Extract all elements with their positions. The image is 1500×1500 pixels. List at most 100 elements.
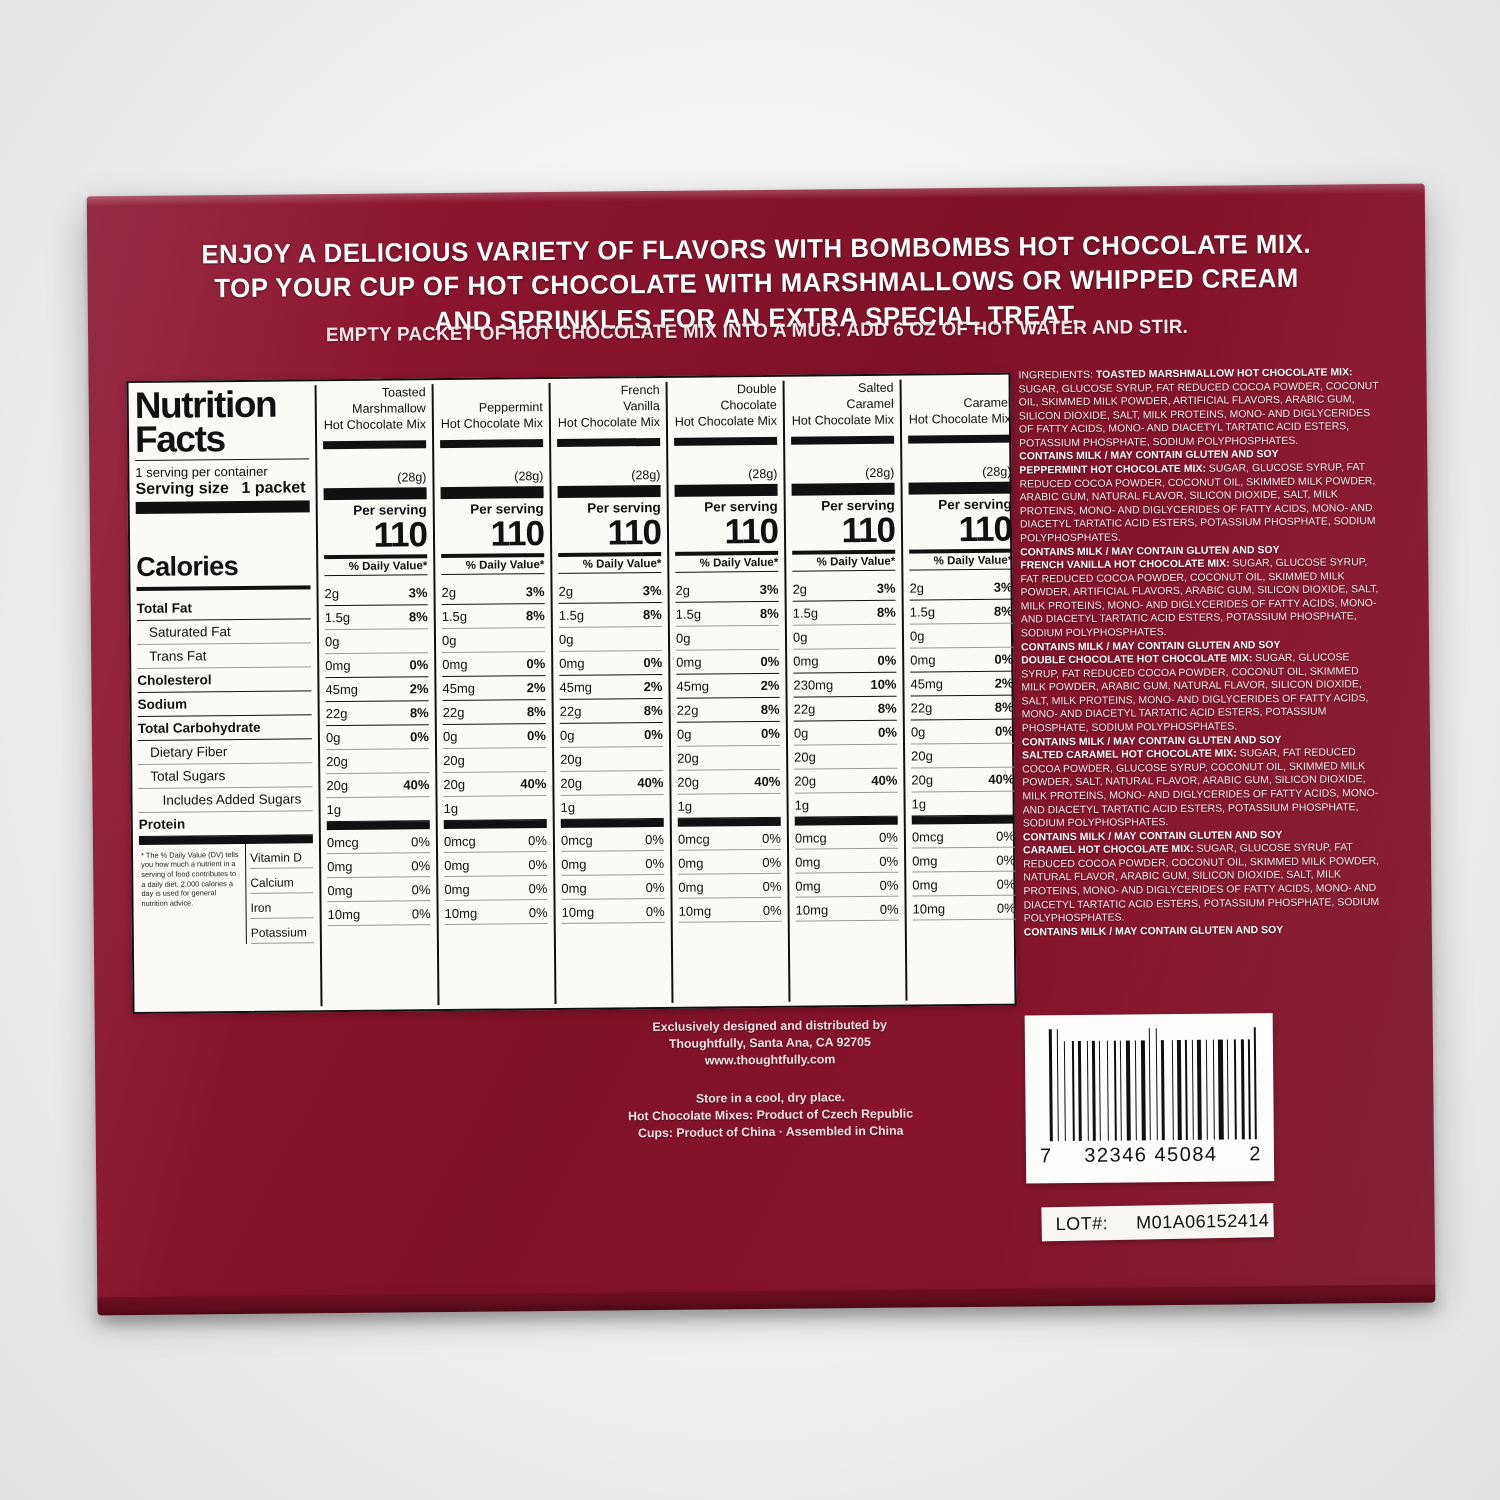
vitamin-amount: 10mg xyxy=(912,901,946,917)
nutrient-daily-value: 8% xyxy=(643,702,663,719)
nutrient-label-row: Sodium xyxy=(137,691,312,717)
barcode-bar xyxy=(1189,1040,1191,1140)
vitamin-daily-value: 0% xyxy=(411,834,431,850)
nutrient-amount: 1g xyxy=(911,796,927,812)
barcode-right-digit: 2 xyxy=(1249,1142,1263,1165)
nutrient-daily-value: 8% xyxy=(409,705,429,721)
nutrient-amount: 0g xyxy=(675,630,691,646)
ingredient-block: INGREDIENTS: TOASTED MARSHMALLOW HOT CHO… xyxy=(1018,366,1379,451)
barcode-bar xyxy=(1054,1029,1056,1141)
nutrient-value-row: 45mg 2% xyxy=(676,673,780,699)
nutrient-daily-value: 8% xyxy=(408,609,428,625)
vitamin-amount: 0mcg xyxy=(326,834,359,851)
barcode-bar xyxy=(1083,1041,1086,1141)
vitamin-value-row: 0mcg 0% xyxy=(443,828,548,854)
barcode-bar xyxy=(1215,1040,1217,1140)
barcode-bar xyxy=(1158,1028,1160,1140)
vitamin-label-row: Iron xyxy=(250,893,314,919)
vitamin-daily-value: 0% xyxy=(762,878,782,894)
nutrient-amount: 45mg xyxy=(676,678,710,694)
nutrient-amount: 45mg xyxy=(559,679,593,695)
nutrient-amount: 1.5g xyxy=(558,607,585,623)
vitamin-amount: 0mg xyxy=(327,858,353,875)
nutrient-amount: 20g xyxy=(443,752,465,769)
vitamin-value-row: 0mg 0% xyxy=(561,874,665,900)
nutrient-value-row: 0g 0% xyxy=(442,724,547,750)
nutrient-daily-value: 3% xyxy=(993,579,1013,595)
nutrient-label: Sodium xyxy=(137,696,188,713)
calories-value: 110 xyxy=(958,509,1013,550)
barcode-bar xyxy=(1177,1039,1182,1141)
nutrient-amount: 22g xyxy=(442,704,465,721)
vitamin-value-row: 0mg 0% xyxy=(327,853,431,879)
barcode-bar xyxy=(1063,1041,1066,1142)
flavor-name-line: Marshmallow xyxy=(352,401,426,416)
nutrient-value-row: 2g 3% xyxy=(909,575,1013,601)
nutrient-daily-value: 8% xyxy=(759,605,779,622)
barcode-bar xyxy=(1246,1039,1248,1139)
nutrient-daily-value: 0% xyxy=(410,729,430,745)
flavor-name-line: Peppermint xyxy=(478,400,543,415)
vitamin-value-row: 0mg 0% xyxy=(444,852,548,878)
nutrient-label-row: Trans Fat xyxy=(137,643,312,669)
ingredient-heading: FRENCH VANILLA HOT CHOCOLATE MIX: xyxy=(1020,558,1230,572)
nutrient-amount: 20g xyxy=(677,750,699,766)
vitamin-label: Vitamin D xyxy=(250,850,302,865)
vitamin-value-row: 0mg 0% xyxy=(678,873,782,899)
nutrient-value-row: 2g 3% xyxy=(324,581,428,607)
vitamin-label-row: Potassium xyxy=(250,918,314,944)
barcode-bar xyxy=(1161,1040,1165,1141)
vitamin-daily-value: 0% xyxy=(996,900,1016,916)
nutrient-label-list: Total Fat Saturated Fat Trans Fat Cholester… xyxy=(136,595,313,837)
daily-value-header: % Daily Value* xyxy=(465,559,545,572)
barcode-bar xyxy=(1171,1040,1174,1141)
ingredients-prefix: INGREDIENTS: xyxy=(1018,369,1096,382)
nutrient-amount: 0mg xyxy=(559,655,585,671)
vitamin-daily-value: 0% xyxy=(879,901,899,917)
nutrient-daily-value: 0% xyxy=(761,725,780,741)
vitamin-amount: 0mcg xyxy=(794,830,827,846)
vitamin-daily-value: 0% xyxy=(645,903,665,920)
vitamin-amount: 0mcg xyxy=(443,833,476,850)
vitamin-daily-value: 0% xyxy=(645,855,665,872)
barcode-digits: 7 32346 45084 2 xyxy=(1036,1143,1266,1167)
calories-value: 110 xyxy=(490,514,545,554)
nutrient-amount: 22g xyxy=(325,705,348,722)
ingredient-heading: PEPPERMINT HOT CHOCOLATE MIX: xyxy=(1019,463,1207,477)
nutrient-amount: 0g xyxy=(324,634,340,650)
nutrient-label-row: Protein xyxy=(138,811,313,837)
vitamin-daily-value: 0% xyxy=(528,857,548,873)
nutrient-value-row: 20g xyxy=(443,748,547,774)
nutrient-value-row: 0mg 0% xyxy=(676,649,780,675)
nutrient-amount: 1.5g xyxy=(675,606,702,622)
nutrient-label: Includes Added Sugars xyxy=(162,791,302,809)
vitamin-value-row: 10mg 0% xyxy=(912,895,1016,921)
barcode-bar xyxy=(1146,1040,1148,1140)
nutrient-label: Total Fat xyxy=(136,600,193,617)
lot-value: M01A06152414 xyxy=(1135,1209,1270,1233)
calories-value: 110 xyxy=(724,511,779,552)
nutrient-value-row: 20g xyxy=(911,743,1015,769)
vitamin-label-row: Vitamin D xyxy=(249,843,314,869)
nutrient-label-row: Dietary Fiber xyxy=(137,739,313,765)
nutrient-daily-value: 0% xyxy=(760,653,780,670)
nutrient-label: Total Sugars xyxy=(150,768,226,785)
nutrient-label: Total Carbohydrate xyxy=(137,720,261,737)
vitamin-amount: 0mcg xyxy=(911,829,944,845)
vitamin-daily-value: 0% xyxy=(762,854,782,870)
serving-size-value: 1 packet xyxy=(241,479,306,497)
nutrient-value-row: 22g 8% xyxy=(559,698,663,724)
nutrient-label: Dietary Fiber xyxy=(149,744,228,761)
nutrient-amount: 0g xyxy=(325,730,341,746)
nutrient-value-row: 2g 3% xyxy=(558,578,662,604)
nutrient-label-row: Total Sugars xyxy=(138,763,313,789)
column-rule xyxy=(557,484,661,498)
nutrient-value-row: 20g xyxy=(326,749,430,775)
flavor-name-line: Caramel xyxy=(846,396,894,412)
nutrient-value-row: 1g xyxy=(560,794,664,820)
vitamin-amount: 0mcg xyxy=(677,831,710,847)
vitamin-daily-value: 0% xyxy=(528,833,548,849)
vitamin-value-row: 0mg 0% xyxy=(912,847,1016,873)
barcode-bar xyxy=(1182,1040,1184,1140)
nutrient-daily-value: 8% xyxy=(526,704,546,720)
